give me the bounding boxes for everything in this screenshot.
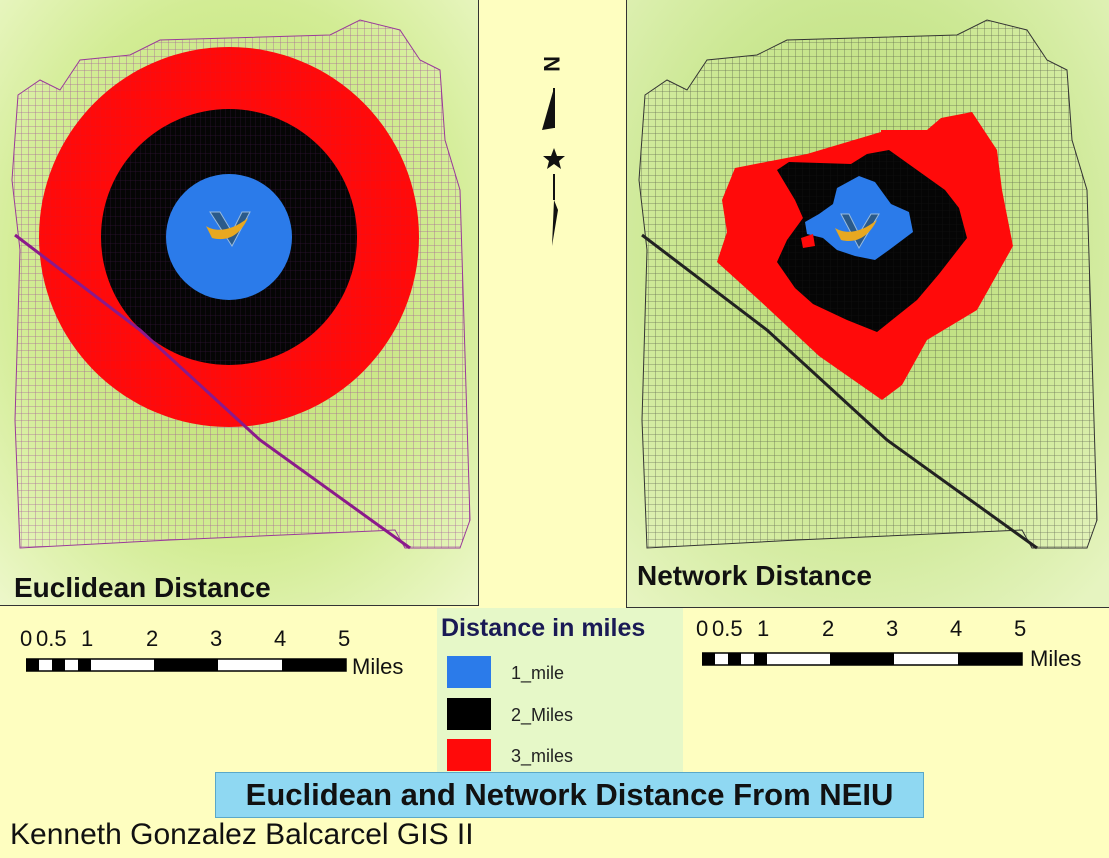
legend-swatch: [447, 698, 491, 730]
map-title: Euclidean and Network Distance From NEIU: [215, 772, 924, 818]
legend-item-2-miles: 2_Miles: [447, 698, 677, 730]
scale-label: 2: [822, 616, 835, 641]
scale-label: 0: [696, 616, 709, 641]
network-1-mile-area: [805, 176, 913, 260]
scale-label: 1: [81, 626, 94, 651]
north-arrow-icon: N: [539, 56, 565, 246]
diagonal-road-left: [14, 233, 411, 550]
scale-bar-graphic: [26, 658, 347, 672]
scale-unit: Miles: [1030, 646, 1082, 671]
scale-label: 4: [274, 626, 287, 651]
legend-label: 1_mile: [511, 663, 565, 683]
scale-label: 0.5: [36, 626, 67, 651]
legend-swatch: [447, 656, 491, 688]
legend-label: 3_miles: [511, 746, 574, 766]
legend-label: 2_Miles: [511, 705, 574, 725]
scale-bar-graphic: [702, 652, 1023, 666]
legend-item-3-miles: 3_miles: [447, 739, 677, 771]
scale-label: 3: [210, 626, 223, 651]
scale-unit: Miles: [352, 654, 404, 679]
scale-label: 0.5: [712, 616, 743, 641]
network-map-panel: Network Distance: [626, 0, 1109, 608]
scale-label: 4: [950, 616, 963, 641]
legend: Distance in miles 1_mile 2_Miles 3_miles: [437, 608, 683, 772]
diagonal-road-right: [641, 233, 1038, 550]
network-map: [627, 0, 1109, 607]
neiu-logo-icon: [206, 211, 251, 247]
euclidean-map-title: Euclidean Distance: [14, 572, 271, 603]
scale-bar-right: 0 0.5 1 2 3 4 5 Miles: [696, 616, 1106, 676]
scale-label: 3: [886, 616, 899, 641]
scale-label: 1: [757, 616, 770, 641]
neiu-logo-icon: [835, 213, 880, 250]
legend-swatch: [447, 739, 491, 771]
legend-item-1-mile: 1_mile: [447, 656, 677, 688]
legend-title: Distance in miles: [441, 614, 646, 642]
euclidean-map: [0, 0, 478, 605]
euclidean-map-panel: Euclidean Distance: [0, 0, 479, 606]
scale-label: 5: [338, 626, 351, 651]
network-map-title: Network Distance: [637, 560, 872, 591]
author-credit: Kenneth Gonzalez Balcarcel GIS II: [10, 818, 474, 851]
scale-label: 5: [1014, 616, 1027, 641]
scale-label: 2: [146, 626, 159, 651]
scale-label: 0: [20, 626, 33, 651]
north-letter: N: [539, 56, 564, 72]
scale-bar-left: 0 0.5 1 2 3 4 5 Miles: [20, 626, 420, 686]
